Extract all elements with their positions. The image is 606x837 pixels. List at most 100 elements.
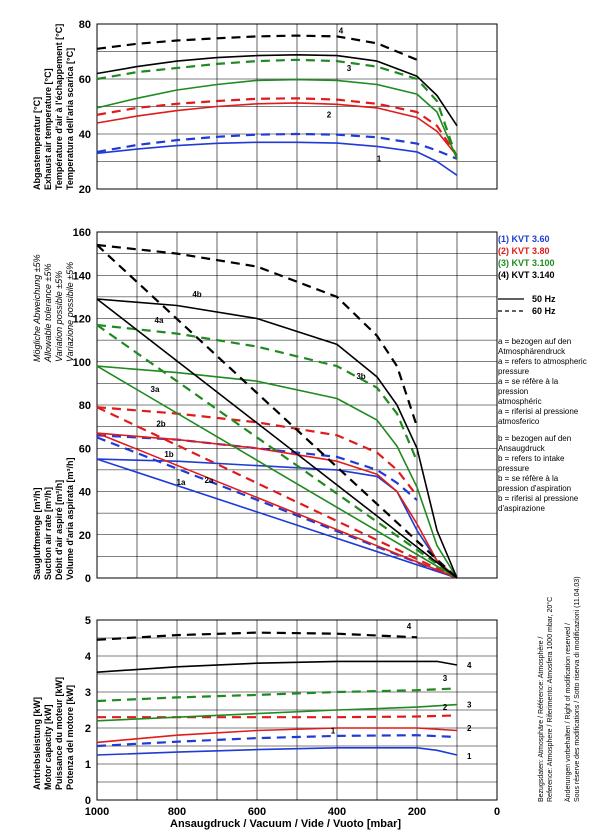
y-tick-label: 160 <box>73 227 91 239</box>
y-tick-label: 60 <box>79 443 91 455</box>
series-label-2: 2 <box>443 703 448 712</box>
ylabel-line: Temperatura dell'aria scarica [°C] <box>65 48 75 190</box>
series-1-50hz <box>96 746 458 756</box>
tolerance-line: Variation possible ±5% <box>54 271 64 362</box>
legend-50hz: 50 Hz <box>532 294 556 304</box>
note-line: atmosferico <box>498 417 540 426</box>
y-tick-label: 1 <box>85 759 91 771</box>
ylabel-line: Débit d'air aspiré [m³/h] <box>54 480 64 580</box>
note-line: b = se réfère à la <box>498 474 559 483</box>
series-2a-50hz <box>96 432 458 579</box>
series-4b-60hz <box>96 243 419 427</box>
y-tick-label: 80 <box>79 19 91 31</box>
series-1b-50hz <box>96 458 458 579</box>
series-3-50hz <box>96 78 458 160</box>
note-line: b = refers to intake <box>498 454 565 463</box>
series-4-50hz <box>96 660 458 673</box>
y-tick-label: 2 <box>85 723 91 735</box>
y-tick-label: 20 <box>79 184 91 196</box>
series-2a-60hz <box>96 406 458 579</box>
series-2-50hz <box>96 727 458 744</box>
y-tick-label: 60 <box>79 74 91 86</box>
y-tick-label: 140 <box>73 270 91 282</box>
series-label-1b: 1b <box>164 450 173 459</box>
ylabel-line: Suction air rate [m³/h] <box>43 487 53 580</box>
legend-model-1: (1) KVT 3.60 <box>498 234 550 244</box>
legend-model-4: (4) KVT 3.140 <box>498 270 555 280</box>
note-line: pressure <box>498 464 530 473</box>
ylabel-line: Antriebsleistung [kW] <box>32 697 42 790</box>
series-1-50hz <box>96 141 458 176</box>
y-tick-label: 0 <box>85 573 91 585</box>
series-4b-50hz <box>96 298 458 579</box>
side-note-line: Änderungen vorbehalten / Right of modifi… <box>564 623 572 802</box>
series-3b-50hz <box>96 365 458 579</box>
series-label-4: 4 <box>407 622 412 631</box>
series-end-label-2: 2 <box>467 724 472 733</box>
series-4-60hz <box>96 631 418 641</box>
y-tick-label: 100 <box>73 357 91 369</box>
suction-ylabel: Saugluftmenge [m³/h] Suction air rate [m… <box>32 254 75 580</box>
series-label-2a: 2a <box>205 476 214 485</box>
note-line: a = se réfère à la <box>498 377 559 386</box>
x-tick-label: 0 <box>494 806 500 818</box>
ylabel-line: Volume d'aria aspirata [m³/h] <box>65 457 75 580</box>
series-label-3: 3 <box>443 674 448 683</box>
ylabel-line: Abgastemperatur [°C] <box>32 97 42 190</box>
series-3-60hz <box>96 58 459 160</box>
series-4a-60hz <box>96 244 458 579</box>
series-4a-50hz <box>96 298 458 579</box>
series-end-label-1: 1 <box>467 752 472 761</box>
series-2-60hz <box>97 714 458 719</box>
series-1-60hz <box>96 734 458 748</box>
ylabel-line: Potenza del motore [kW] <box>65 685 75 790</box>
side-note-line: Bezugsdaten: Atmosphäre / Référence: Atm… <box>538 637 545 802</box>
note-line: b = bezogen auf den <box>498 434 571 443</box>
series-1-60hz <box>96 132 458 160</box>
note-line: d'aspirazione <box>498 504 545 513</box>
ylabel-line: Exhaust air temperature [°C] <box>43 68 53 190</box>
series-label-3a: 3a <box>151 385 160 394</box>
series-end-label-3: 3 <box>467 701 472 710</box>
note-line: atmosphéric <box>498 397 542 406</box>
ylabel-line: Saugluftmenge [m³/h] <box>32 488 42 581</box>
series-3-60hz <box>96 687 458 703</box>
ylabel-line: Motor capacity [kW] <box>43 704 53 790</box>
note-line: a = bezogen auf den <box>498 337 571 346</box>
x-tick-label: 200 <box>408 806 426 818</box>
note-line: Atmosphärendruck <box>498 347 566 356</box>
series-2-60hz <box>96 97 458 157</box>
series-label-4a: 4a <box>155 316 164 325</box>
x-tick-label: 600 <box>248 806 266 818</box>
series-label-1: 1 <box>377 155 382 164</box>
y-tick-label: 4 <box>85 651 92 663</box>
series-label-2: 2 <box>327 111 332 120</box>
legend-model-3: (3) KVT 3.100 <box>498 258 555 268</box>
series-label-4: 4 <box>339 27 344 36</box>
series-3a-50hz <box>96 365 458 579</box>
tolerance-line: Allowable tolerance ±5% <box>43 264 53 364</box>
x-tick-label: 1000 <box>85 806 109 818</box>
series-2-50hz <box>96 102 458 157</box>
tolerance-line: Mögliche Abweichung ±5% <box>32 254 42 362</box>
series-2b-50hz <box>96 432 458 579</box>
x-tick-label: 400 <box>328 806 346 818</box>
series-1a-50hz <box>96 458 458 579</box>
note-line: b = riferisi al pressione <box>498 494 579 503</box>
y-tick-label: 40 <box>79 487 91 499</box>
suction-panel: 0 20 40 60 80 100 120 140 160 1a 1b 2a 2b 3a 3b 4a 4b <box>73 227 498 585</box>
series-3b-60hz <box>96 323 419 462</box>
note-line: a = riferisi al pressione <box>498 407 579 416</box>
side-notes: Bezugsdaten: Atmosphäre / Référence: Atm… <box>538 576 581 802</box>
series-label-3: 3 <box>347 64 352 73</box>
ylabel-line: Température d'air à l'échappement [°C] <box>54 24 64 190</box>
y-tick-label: 20 <box>79 530 91 542</box>
series-label-2b: 2b <box>156 420 165 429</box>
note-line: pressure <box>498 367 530 376</box>
y-tick-label: 120 <box>73 314 91 326</box>
power-ylabel: Antriebsleistung [kW] Motor capacity [kW… <box>32 677 75 790</box>
ylabel-line: Puissance du moteur [kW] <box>54 677 64 790</box>
y-tick-label: 5 <box>85 615 91 627</box>
